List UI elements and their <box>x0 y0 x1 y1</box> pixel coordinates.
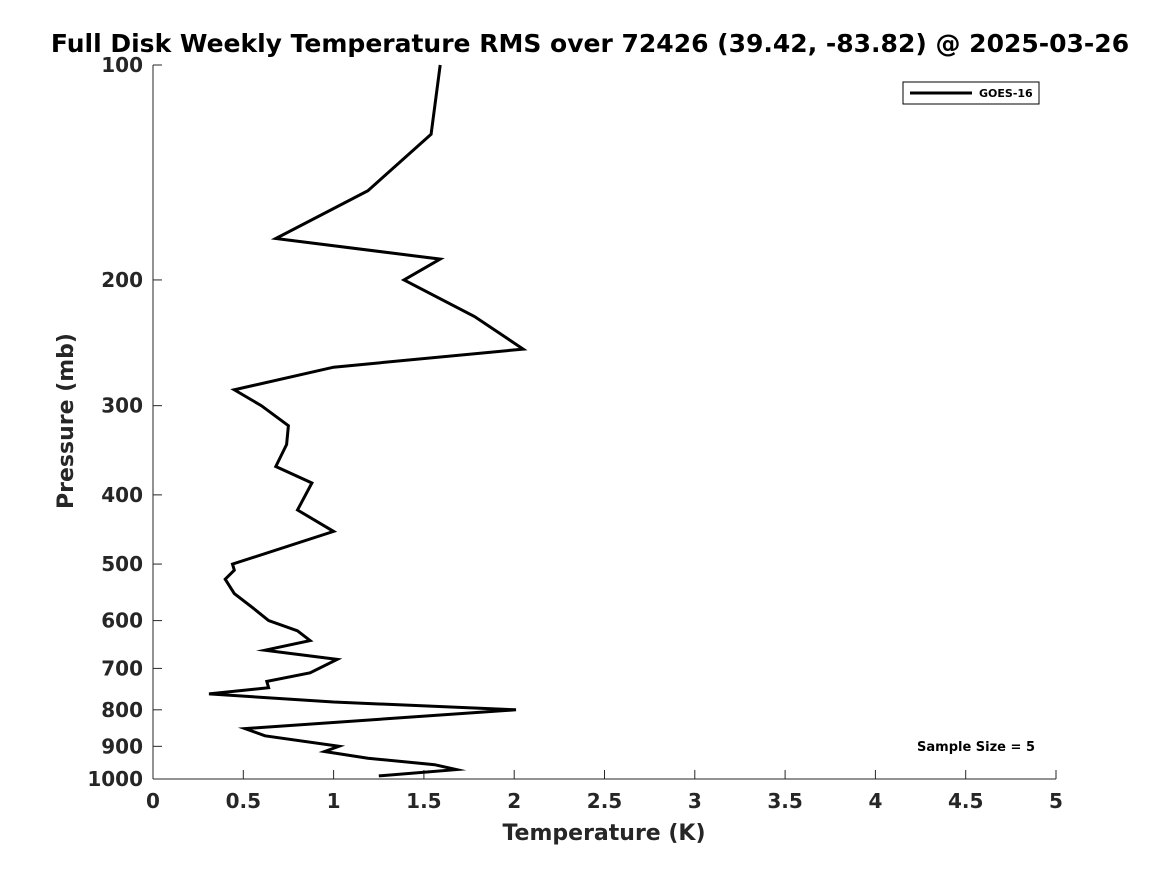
y-tick-label: 1000 <box>87 767 143 791</box>
x-tick-label: 0.5 <box>226 789 261 813</box>
legend-label-goes-16: GOES-16 <box>979 87 1033 100</box>
x-tick-label: 0 <box>146 789 160 813</box>
y-tick-label: 800 <box>101 698 143 722</box>
y-tick-label: 600 <box>101 609 143 633</box>
y-tick-label: 500 <box>101 552 143 576</box>
x-axis-label: Temperature (K) <box>502 821 705 846</box>
x-tick-label: 1.5 <box>406 789 441 813</box>
x-tick-label: 3 <box>688 789 702 813</box>
sample-size-annotation: Sample Size = 5 <box>917 740 1035 755</box>
x-axis-ticks: 0 0.5 1 1.5 2 2.5 3 3.5 4 4.5 5 <box>146 770 1063 813</box>
chart-title: Full Disk Weekly Temperature RMS over 72… <box>51 29 1129 58</box>
x-tick-label: 3.5 <box>767 789 802 813</box>
y-tick-label: 100 <box>101 53 143 77</box>
y-axis-label: Pressure (mb) <box>54 333 79 509</box>
legend: GOES-16 <box>902 81 1040 105</box>
series-layer <box>208 64 528 778</box>
y-tick-label: 700 <box>101 656 143 680</box>
x-tick-label: 4.5 <box>948 789 983 813</box>
y-tick-label: 900 <box>101 734 143 758</box>
x-tick-label: 2 <box>507 789 521 813</box>
x-tick-label: 2.5 <box>587 789 622 813</box>
y-axis-ticks: 100 200 300 400 500 600 700 800 900 1000 <box>87 53 162 791</box>
y-tick-label: 200 <box>101 268 143 292</box>
series-line-goes-16 <box>208 64 528 778</box>
x-tick-label: 1 <box>327 789 341 813</box>
x-tick-label: 5 <box>1049 789 1063 813</box>
y-tick-label: 400 <box>101 483 143 507</box>
axes <box>152 65 1056 780</box>
y-tick-label: 300 <box>101 394 143 418</box>
x-tick-label: 4 <box>868 789 882 813</box>
